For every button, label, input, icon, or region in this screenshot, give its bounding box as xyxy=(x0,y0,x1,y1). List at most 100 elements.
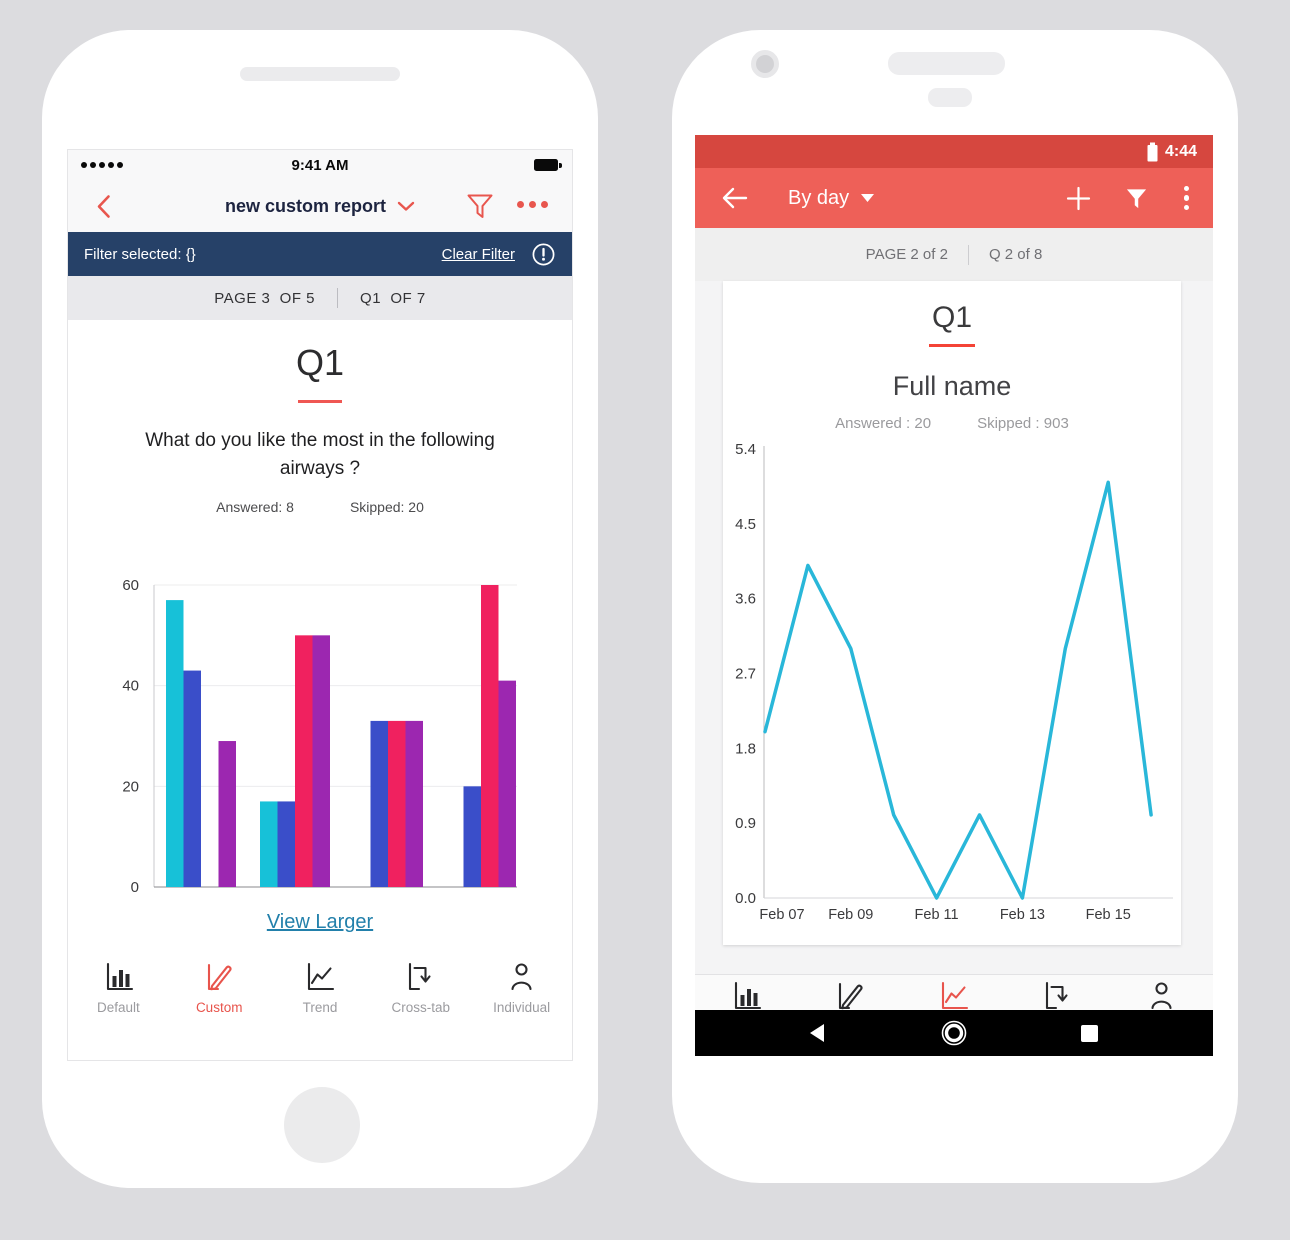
cross-tab-icon xyxy=(1046,981,1068,1010)
svg-text:1.8: 1.8 xyxy=(735,740,756,757)
iphone-mockup: 9:41 AM new custom report Filter selecte… xyxy=(42,30,598,1188)
svg-text:60: 60 xyxy=(122,577,139,594)
tab-label: Custom xyxy=(195,1000,243,1015)
android-recents-icon[interactable] xyxy=(1081,1025,1098,1042)
answered-count: Answered : 20 xyxy=(835,415,932,432)
tab-custom[interactable]: Custom xyxy=(169,960,270,1015)
more-options-icon[interactable] xyxy=(517,201,548,208)
answered-count: Answered: 8 xyxy=(216,499,294,515)
by-day-dropdown[interactable]: By day xyxy=(788,186,875,210)
android-home-icon[interactable] xyxy=(940,1019,968,1052)
report-title-dropdown[interactable]: new custom report xyxy=(68,196,572,217)
tab-individual[interactable]: Individual xyxy=(471,960,572,1015)
svg-text:40: 40 xyxy=(122,678,139,695)
view-larger-link[interactable]: View Larger xyxy=(266,911,374,933)
response-stats: Answered: 8 Skipped: 20 xyxy=(68,499,572,515)
question-id-heading: Q1 xyxy=(931,301,973,334)
status-time: 9:41 AM xyxy=(291,156,349,174)
person-icon xyxy=(1151,982,1172,1010)
sensor-pill xyxy=(928,88,972,107)
android-back-icon[interactable] xyxy=(808,1023,826,1048)
overflow-menu-icon[interactable] xyxy=(1183,185,1189,211)
report-title: new custom report xyxy=(224,195,387,216)
tab-label: Cross-tab xyxy=(391,1000,451,1015)
svg-text:3.6: 3.6 xyxy=(735,591,756,608)
question-card: Q1 Full name Answered : 20 Skipped : 903… xyxy=(723,281,1181,945)
battery-icon xyxy=(534,159,562,171)
question-indicator: Q1 OF 7 xyxy=(360,289,426,307)
earpiece-speaker xyxy=(240,67,400,81)
back-chevron-icon[interactable] xyxy=(96,194,111,224)
heading-underline xyxy=(298,400,342,403)
svg-text:Feb 07: Feb 07 xyxy=(759,907,804,923)
android-screen: 4:44 By day xyxy=(695,135,1213,1056)
divider xyxy=(967,244,969,265)
question-text: Full name xyxy=(892,371,1012,401)
svg-text:4.5: 4.5 xyxy=(735,516,756,533)
heading-underline xyxy=(929,344,975,347)
svg-text:Feb 13: Feb 13 xyxy=(1000,907,1045,923)
bar-chart: 0 20 40 60 xyxy=(99,565,559,905)
filter-selected-label: Filter selected: {} xyxy=(84,245,196,263)
tab-cross-tab[interactable]: Cross-tab xyxy=(370,960,471,1015)
ios-bottom-tabbar: Default Custom Trend Cross-tab Individua… xyxy=(68,960,572,1015)
page-indicator-bar: PAGE 3 OF 5 Q1 OF 7 xyxy=(68,276,572,320)
svg-text:Feb 09: Feb 09 xyxy=(828,907,873,923)
clear-filter-link[interactable]: Clear Filter xyxy=(441,245,515,263)
pencil-icon xyxy=(838,982,863,1010)
dropdown-label: By day xyxy=(788,186,850,209)
svg-text:Feb 15: Feb 15 xyxy=(1086,907,1131,923)
question-text: What do you like the most in the followi… xyxy=(145,430,495,479)
tab-label: Individual xyxy=(493,1000,551,1015)
back-arrow-icon[interactable] xyxy=(721,186,748,210)
tab-default[interactable]: Default xyxy=(68,960,169,1015)
bar-chart-icon xyxy=(106,962,133,991)
android-status-bar: 4:44 xyxy=(695,135,1213,168)
question-id-heading: Q1 xyxy=(295,342,345,383)
tab-label: Default xyxy=(97,1000,140,1015)
ios-screen: 9:41 AM new custom report Filter selecte… xyxy=(67,149,573,1061)
ios-status-bar: 9:41 AM xyxy=(68,150,572,180)
svg-text:5.4: 5.4 xyxy=(735,441,756,458)
android-nav-bar xyxy=(695,1010,1213,1056)
svg-text:0.9: 0.9 xyxy=(735,815,756,832)
page-indicator-bar: PAGE 2 of 2 Q 2 of 8 xyxy=(695,228,1213,281)
skipped-count: Skipped : 903 xyxy=(977,415,1069,432)
caret-down-icon xyxy=(861,194,875,202)
add-icon[interactable] xyxy=(1066,186,1091,211)
svg-text:20: 20 xyxy=(122,778,139,795)
info-icon[interactable] xyxy=(531,242,556,267)
question-indicator: Q 2 of 8 xyxy=(988,246,1043,263)
android-app-bar: By day xyxy=(695,168,1213,228)
cross-tab-icon xyxy=(409,962,431,991)
battery-icon xyxy=(1147,142,1158,161)
tab-trend[interactable]: Trend xyxy=(270,960,371,1015)
trend-line-icon xyxy=(308,962,335,991)
filter-status-bar: Filter selected: {} Clear Filter xyxy=(68,232,572,276)
line-chart: 0.0 0.9 1.8 2.7 3.6 4.5 5.4 Feb 07 Feb 09 Feb 11 F… xyxy=(723,440,1181,925)
svg-text:2.7: 2.7 xyxy=(735,666,756,683)
filter-funnel-icon[interactable] xyxy=(466,193,494,225)
signal-dots-icon xyxy=(81,162,123,168)
bar-chart-icon xyxy=(735,981,762,1010)
ios-nav-bar: new custom report xyxy=(68,180,572,232)
home-button[interactable] xyxy=(284,1087,360,1163)
page-indicator: PAGE 2 of 2 xyxy=(865,246,948,263)
response-stats: Answered : 20 Skipped : 903 xyxy=(723,415,1181,432)
svg-text:Feb 11: Feb 11 xyxy=(915,907,959,923)
svg-text:0.0: 0.0 xyxy=(735,890,756,907)
divider xyxy=(337,288,339,308)
person-icon xyxy=(511,963,532,991)
android-mockup: 4:44 By day xyxy=(672,30,1238,1183)
filter-funnel-icon[interactable] xyxy=(1125,187,1148,210)
earpiece-speaker xyxy=(888,52,1005,75)
chevron-down-icon xyxy=(397,201,415,211)
tab-label: Trend xyxy=(302,1000,338,1015)
trend-line-icon xyxy=(942,981,969,1010)
front-camera xyxy=(751,50,779,78)
skipped-count: Skipped: 20 xyxy=(349,499,424,515)
svg-text:0: 0 xyxy=(131,879,139,896)
pencil-icon xyxy=(207,963,232,991)
page-indicator: PAGE 3 OF 5 xyxy=(214,289,316,307)
